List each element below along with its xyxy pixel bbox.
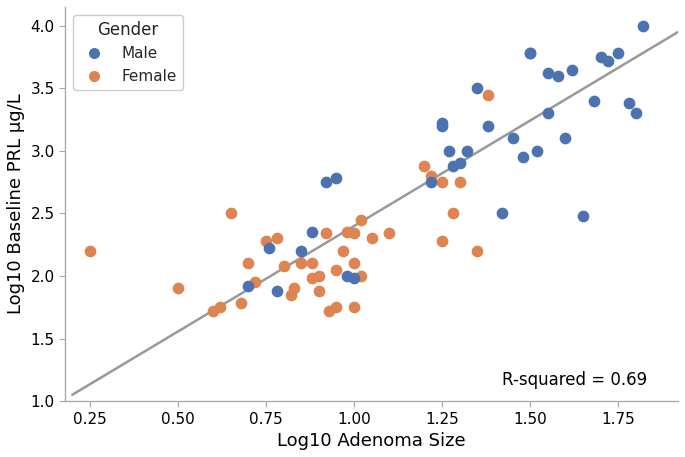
Male [543, 110, 553, 117]
Male [444, 147, 455, 154]
Female [321, 230, 332, 237]
Female [366, 235, 377, 242]
Female [208, 308, 219, 315]
Female [349, 230, 360, 237]
Female [84, 247, 95, 255]
Male [525, 49, 536, 57]
Female [356, 216, 366, 223]
Male [306, 228, 317, 236]
Male [518, 154, 529, 161]
Male [447, 162, 458, 170]
Female [250, 279, 261, 286]
Female [482, 91, 493, 98]
Male [426, 179, 437, 186]
Male [264, 245, 275, 252]
Male [349, 275, 360, 282]
Male [461, 147, 472, 154]
Female [214, 303, 225, 311]
Male [553, 72, 564, 80]
Legend: Male, Female: Male, Female [73, 15, 183, 90]
Male [623, 100, 634, 107]
Male [243, 282, 254, 290]
Female [349, 303, 360, 311]
Male [595, 53, 606, 61]
Female [296, 260, 307, 267]
Female [271, 235, 282, 242]
Female [260, 237, 271, 244]
Male [577, 212, 588, 219]
Male [543, 69, 553, 77]
Male [588, 97, 599, 105]
Text: R-squared = 0.69: R-squared = 0.69 [502, 371, 647, 388]
Male [507, 135, 518, 142]
Female [349, 260, 360, 267]
Male [497, 210, 508, 217]
Female [225, 210, 236, 217]
Female [356, 272, 366, 280]
Male [630, 110, 641, 117]
Female [306, 260, 317, 267]
Male [454, 159, 465, 167]
Male [560, 135, 571, 142]
Female [384, 230, 395, 237]
Y-axis label: Log10 Baseline PRL μg/L: Log10 Baseline PRL μg/L [7, 94, 25, 314]
Male [88, 66, 99, 73]
Female [454, 179, 465, 186]
Male [532, 147, 543, 154]
Female [447, 210, 458, 217]
Female [331, 303, 342, 311]
Male [637, 22, 648, 29]
Female [426, 172, 437, 180]
Female [324, 308, 335, 315]
X-axis label: Log10 Adenoma Size: Log10 Adenoma Size [277, 432, 466, 450]
Female [436, 237, 447, 244]
Female [419, 162, 430, 170]
Male [331, 175, 342, 182]
Female [342, 228, 353, 236]
Female [306, 275, 317, 282]
Male [296, 247, 307, 255]
Female [472, 247, 483, 255]
Female [338, 247, 349, 255]
Male [271, 287, 282, 295]
Male [436, 120, 447, 127]
Male [321, 179, 332, 186]
Male [342, 272, 353, 280]
Male [482, 122, 493, 129]
Female [236, 300, 247, 307]
Female [243, 260, 254, 267]
Female [288, 285, 299, 292]
Female [313, 287, 324, 295]
Male [602, 57, 613, 64]
Female [285, 291, 296, 298]
Female [331, 266, 342, 273]
Female [436, 179, 447, 186]
Male [472, 85, 483, 92]
Female [313, 272, 324, 280]
Male [525, 49, 536, 57]
Male [612, 49, 623, 57]
Female [173, 285, 184, 292]
Male [436, 122, 447, 129]
Female [278, 262, 289, 270]
Male [567, 66, 578, 73]
